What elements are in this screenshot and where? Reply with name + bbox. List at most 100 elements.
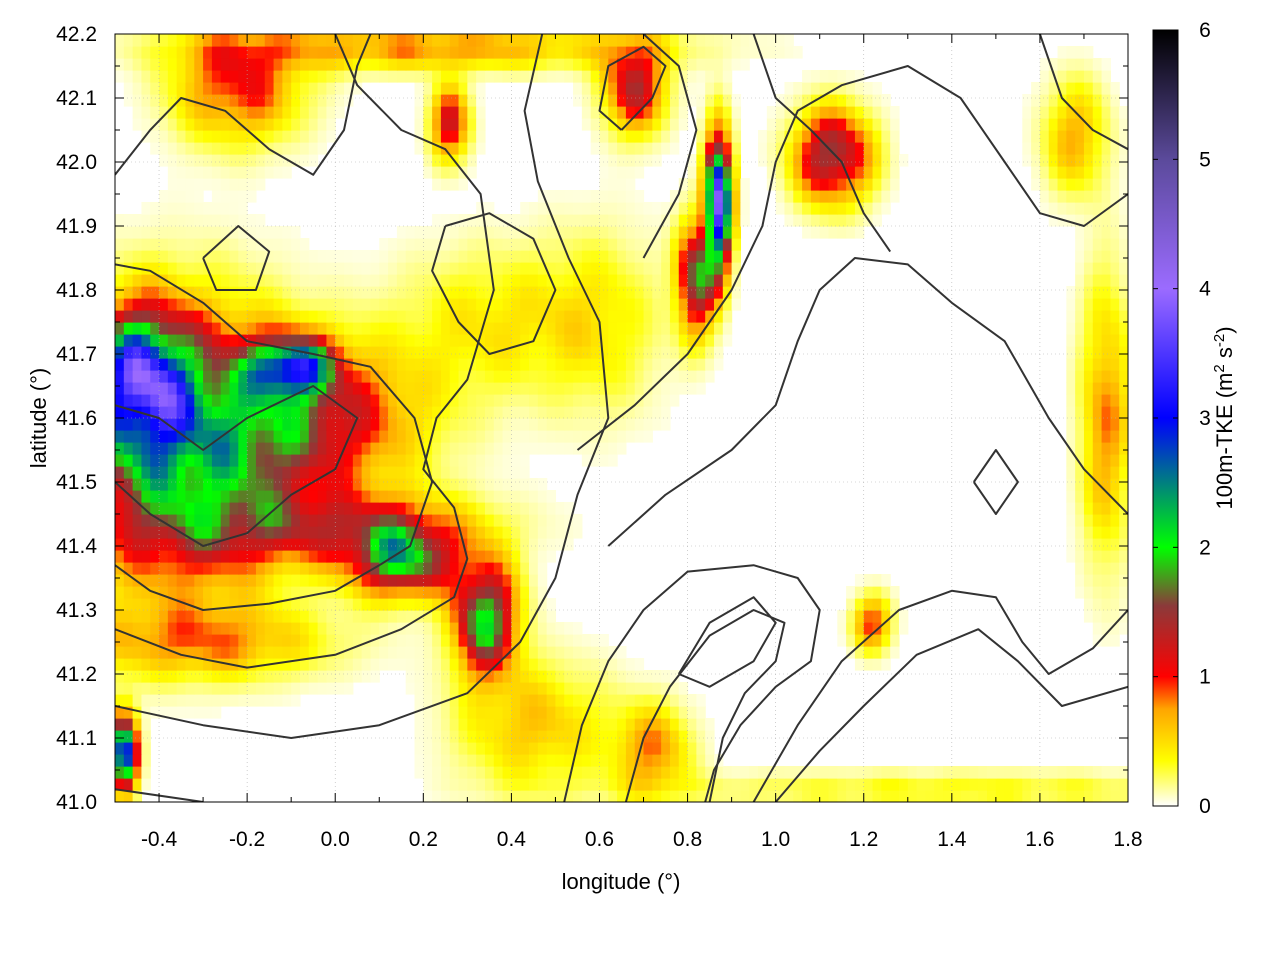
heatmap-cell	[872, 658, 882, 671]
heatmap-cell	[1083, 202, 1094, 215]
heatmap-cell	[291, 598, 301, 611]
heatmap-cell	[123, 454, 134, 467]
heatmap-cell	[361, 490, 372, 503]
heatmap-cell	[634, 58, 645, 71]
heatmap-cell	[255, 646, 266, 659]
heatmap-cell	[194, 358, 204, 371]
heatmap-cell	[1101, 490, 1111, 503]
heatmap-cell	[273, 394, 283, 407]
heatmap-cell	[344, 502, 354, 515]
heatmap-cell	[361, 658, 372, 671]
heatmap-cell	[951, 790, 962, 802]
heatmap-cell	[599, 190, 609, 203]
heatmap-cell	[793, 118, 803, 131]
heatmap-cell	[352, 394, 363, 407]
heatmap-cell	[458, 226, 468, 239]
heatmap-cell	[555, 766, 565, 779]
heatmap-cell	[220, 418, 231, 431]
heatmap-cell	[705, 34, 715, 47]
heatmap-cell	[352, 334, 363, 347]
heatmap-cell	[493, 538, 504, 551]
heatmap-cell	[414, 454, 424, 467]
heatmap-cell	[123, 334, 134, 347]
heatmap-cell	[687, 34, 697, 47]
heatmap-cell	[396, 286, 407, 299]
heatmap-cell	[678, 370, 689, 383]
heatmap-cell	[590, 694, 601, 707]
heatmap-cell	[467, 130, 477, 143]
heatmap-cell	[1066, 370, 1076, 383]
heatmap-cell	[273, 334, 283, 347]
heatmap-cell	[1083, 574, 1094, 587]
heatmap-cell	[484, 358, 495, 371]
heatmap-cell	[872, 178, 882, 191]
heatmap-cell	[511, 238, 521, 251]
heatmap-cell	[344, 46, 354, 59]
heatmap-cell	[599, 766, 609, 779]
heatmap-cell	[176, 634, 187, 647]
heatmap-cell	[643, 682, 653, 695]
heatmap-cell	[458, 310, 468, 323]
heatmap-cell	[467, 406, 477, 419]
heatmap-cell	[317, 490, 328, 503]
heatmap-cell	[564, 310, 574, 323]
heatmap-cell	[317, 622, 328, 635]
heatmap-cell	[396, 298, 407, 311]
heatmap-cell	[194, 658, 204, 671]
heatmap-cell	[546, 646, 557, 659]
heatmap-cell	[863, 622, 874, 635]
heatmap-cell	[625, 406, 636, 419]
heatmap-cell	[185, 154, 195, 167]
heatmap-cell	[1075, 358, 1085, 371]
heatmap-cell	[211, 658, 222, 671]
heatmap-cell	[546, 670, 557, 683]
heatmap-cell	[819, 94, 830, 107]
heatmap-cell	[1092, 442, 1103, 455]
heatmap-cell	[1092, 154, 1103, 167]
heatmap-cell	[264, 562, 275, 575]
heatmap-cell	[511, 70, 521, 83]
heatmap-cell	[1066, 778, 1076, 791]
heatmap-cell	[211, 622, 222, 635]
heatmap-cell	[317, 322, 328, 335]
heatmap-cell	[1110, 358, 1120, 371]
heatmap-cell	[123, 322, 134, 335]
heatmap-cell	[432, 382, 442, 395]
heatmap-cell	[1092, 334, 1103, 347]
heatmap-cell	[291, 514, 301, 527]
heatmap-cell	[414, 478, 424, 491]
heatmap-cell	[678, 286, 689, 299]
heatmap-cell	[696, 358, 706, 371]
heatmap-cell	[669, 778, 680, 791]
heatmap-cell	[317, 478, 328, 491]
heatmap-cell	[405, 634, 416, 647]
heatmap-cell	[599, 178, 609, 191]
heatmap-cell	[247, 118, 257, 131]
heatmap-cell	[282, 94, 292, 107]
heatmap-cell	[661, 358, 671, 371]
heatmap-cell	[361, 262, 372, 275]
heatmap-cell	[854, 598, 865, 611]
heatmap-cell	[150, 274, 160, 287]
heatmap-cell	[396, 610, 407, 623]
heatmap-cell	[185, 34, 195, 47]
heatmap-cell	[150, 262, 160, 275]
heatmap-cell	[599, 394, 609, 407]
heatmap-cell	[159, 298, 169, 311]
heatmap-cell	[432, 94, 442, 107]
heatmap-cell	[132, 778, 143, 791]
heatmap-cell	[669, 262, 680, 275]
heatmap-cell	[299, 58, 310, 71]
heatmap-cell	[713, 70, 724, 83]
heatmap-cell	[247, 46, 257, 59]
heatmap-cell	[1092, 274, 1103, 287]
heatmap-cell	[872, 214, 882, 227]
heatmap-cell	[211, 214, 222, 227]
heatmap-cell	[590, 646, 601, 659]
heatmap-cell	[529, 274, 539, 287]
heatmap-cell	[643, 778, 653, 791]
heatmap-cell	[432, 514, 442, 527]
heatmap-cell	[573, 358, 583, 371]
heatmap-cell	[423, 598, 433, 611]
heatmap-cell	[537, 646, 548, 659]
